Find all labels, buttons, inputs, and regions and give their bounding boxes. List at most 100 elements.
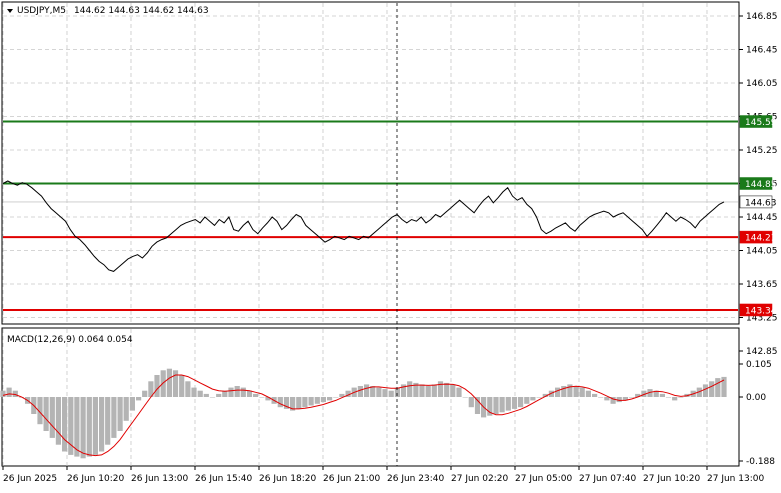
macd-bar [117, 397, 123, 431]
macd-bar [665, 397, 672, 398]
macd-bar [585, 390, 591, 397]
time-tick-label: 27 Jun 05:00 [515, 474, 572, 484]
price-tick-label: 142.85 [746, 347, 778, 357]
macd-axis: 0.105 0.00 -0.188 [739, 360, 775, 467]
macd-bar [148, 381, 154, 397]
macd-bar [216, 393, 222, 397]
macd-bar [327, 397, 333, 401]
macd-bar [598, 397, 604, 398]
macd-bar [653, 390, 659, 397]
macd-bar [530, 397, 536, 401]
level-tag-label: 144.63 [745, 198, 777, 208]
macd-bar [12, 390, 18, 397]
price-tick-label: 146.45 [746, 46, 778, 56]
macd-bar [610, 397, 616, 404]
macd-bar [462, 397, 468, 398]
macd-bar [388, 390, 394, 397]
macd-bar [364, 384, 370, 397]
macd-bar [203, 393, 209, 397]
macd-bar [407, 381, 413, 397]
level-tag [739, 230, 773, 244]
level-tag [739, 177, 773, 190]
time-tick-label: 26 Jun 18:20 [259, 474, 316, 484]
level-tag-label: 144.85 [745, 180, 777, 190]
macd-bar [172, 370, 179, 397]
time-tick-label: 27 Jun 07:40 [579, 474, 636, 484]
macd-bar [628, 397, 635, 398]
macd-bar [265, 397, 271, 401]
level-tag [739, 303, 773, 317]
macd-bar [444, 382, 450, 397]
macd-bar [129, 397, 135, 411]
macd-bar [68, 397, 74, 455]
macd-bar [659, 393, 665, 397]
macd-bar [308, 397, 314, 406]
macd-bar [142, 390, 148, 397]
macd-bar [493, 397, 499, 414]
price-tick-label: 144.45 [746, 213, 778, 223]
macd-bar [74, 397, 80, 457]
price-levels [3, 120, 738, 311]
macd-bar [709, 381, 715, 397]
macd-bar [678, 397, 684, 398]
time-tick-label: 26 Jun 10:20 [67, 474, 124, 484]
level-tag [739, 195, 773, 209]
macd-tick-label: 0.105 [746, 360, 772, 370]
macd-bar [592, 393, 598, 397]
macd-bar [290, 397, 296, 411]
macd-bar [487, 397, 493, 416]
macd-bar [136, 397, 142, 401]
macd-bar [721, 376, 727, 397]
macd-bar [209, 397, 216, 398]
macd-bar [253, 393, 259, 397]
macd-bar [437, 381, 444, 397]
macd-bar [641, 390, 647, 397]
macd-signal-line [2, 374, 725, 457]
macd-bar [296, 397, 302, 409]
price-series [2, 180, 725, 272]
macd-bar [518, 397, 524, 408]
macd-bar [191, 387, 197, 397]
macd-bar [702, 384, 709, 397]
macd-bar [715, 378, 721, 397]
macd-bar [185, 381, 191, 397]
macd-bar [555, 387, 561, 397]
macd-bar [62, 397, 68, 452]
macd-bar [92, 397, 98, 455]
macd-bar [49, 397, 55, 438]
macd-signal [2, 374, 725, 457]
ohlc-values: 144.62 144.63 144.62 144.63 [74, 6, 209, 16]
macd-bar [370, 386, 376, 397]
macd-tick-label: -0.188 [746, 457, 775, 467]
price-tick-label: 144.05 [746, 247, 778, 257]
macd-bar [622, 397, 628, 401]
symbol-label: USDJPY,M5 [17, 6, 66, 16]
macd-bar [277, 397, 283, 408]
macd-bar [86, 397, 92, 457]
macd-bar [376, 387, 382, 397]
macd-bar [474, 397, 481, 414]
dropdown-triangle-icon[interactable] [7, 9, 13, 13]
macd-bar [6, 387, 12, 397]
price-tick-label: 143.25 [746, 314, 778, 324]
macd-bar [345, 390, 351, 397]
macd-bar [450, 384, 456, 397]
time-axis[interactable]: 26 Jun 2025 26 Jun 10:20 26 Jun 13:00 26 Ju… [2, 466, 764, 484]
macd-bar [179, 375, 185, 397]
macd-bar [561, 386, 567, 397]
price-tick-label: 146.05 [746, 79, 778, 89]
macd-bar [456, 387, 462, 397]
macd-bar [37, 397, 43, 425]
macd-bar [499, 397, 505, 413]
level-tag [739, 115, 773, 128]
macd-bar [394, 387, 400, 397]
level-tag-label: 144.21 [745, 234, 777, 244]
time-tick-label: 26 Jun 13:00 [131, 474, 188, 484]
macd-bar [413, 382, 419, 397]
macd-bar [246, 390, 253, 397]
time-tick-label: 27 Jun 10:20 [643, 474, 700, 484]
macd-bar [616, 397, 622, 403]
macd-bar [314, 397, 320, 404]
